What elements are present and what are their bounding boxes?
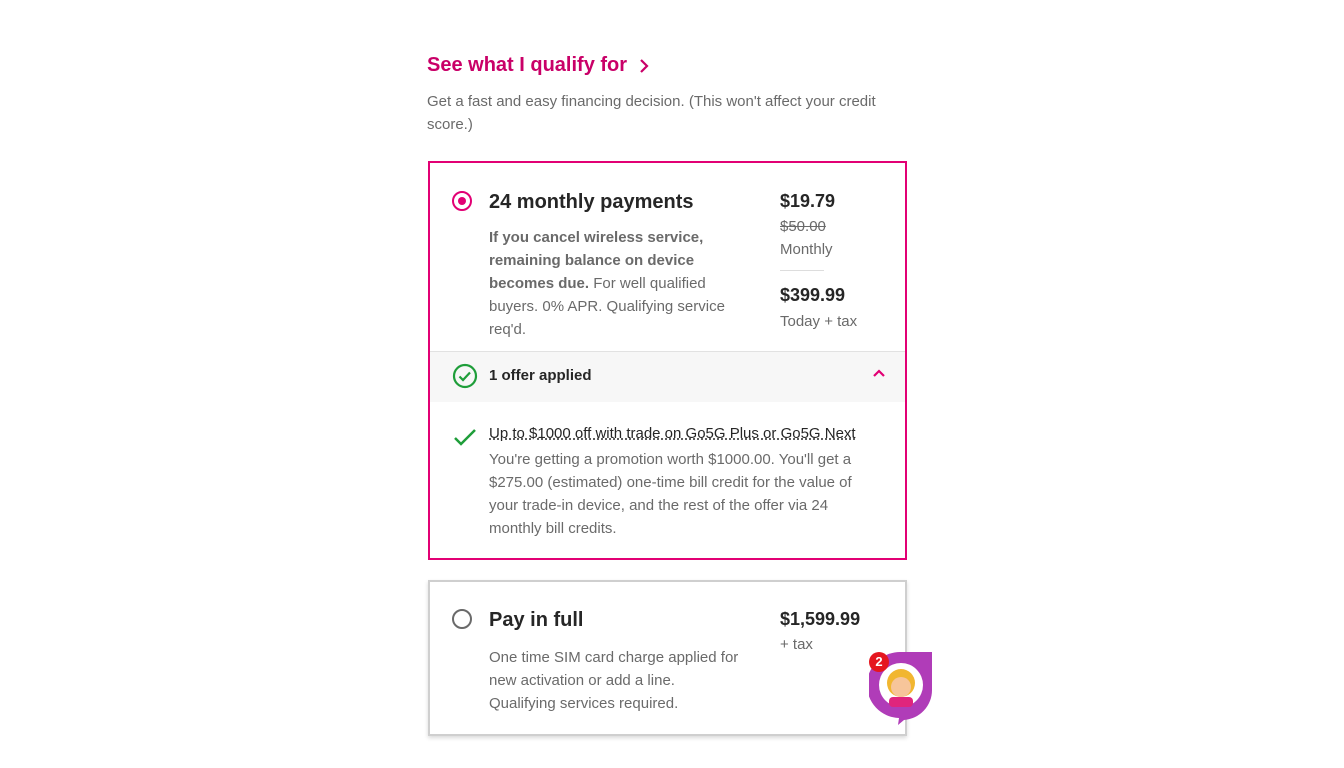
option-description: One time SIM card charge applied for new… — [489, 649, 739, 712]
desc-bold: If you cancel wireless service, remainin… — [489, 229, 704, 292]
full-price: $1,599.99 — [780, 609, 861, 629]
offers-toggle[interactable]: 1 offer applied — [430, 351, 905, 402]
option-pay-in-full[interactable]: Pay in full One time SIM card charge app… — [428, 580, 907, 736]
offers-summary: 1 offer applied — [489, 367, 592, 384]
option-24-monthly[interactable]: 24 monthly payments If you cancel wirele… — [428, 161, 907, 560]
radio-selected[interactable] — [452, 191, 472, 211]
price-label: + tax — [780, 636, 813, 653]
chat-widget-button[interactable]: 2 — [866, 651, 933, 725]
option-title: Pay in full — [489, 609, 584, 631]
financing-subtitle: Get a fast and easy financing decision. … — [427, 93, 876, 133]
desc-text: For well qualified buyers. 0% APR. Quali… — [489, 275, 725, 338]
check-icon — [454, 429, 476, 446]
original-price: $50.00 — [780, 218, 826, 235]
see-what-i-qualify-link[interactable]: See what I qualify for — [427, 54, 649, 77]
option-description: If you cancel wireless service, remainin… — [489, 226, 739, 341]
option-title: 24 monthly payments — [489, 191, 694, 213]
monthly-label: Monthly — [780, 241, 833, 258]
chevron-right-icon — [640, 58, 649, 73]
monthly-price: $19.79 — [780, 191, 836, 211]
chat-badge: 2 — [869, 652, 889, 672]
offer-description: You're getting a promotion worth $1000.0… — [489, 451, 852, 537]
today-price: $399.99 — [780, 285, 846, 305]
qualify-link-label: See what I qualify for — [427, 54, 628, 76]
radio-unselected[interactable] — [452, 609, 472, 629]
divider — [780, 270, 824, 271]
today-label: Today + tax — [780, 313, 858, 330]
check-circle-icon — [452, 363, 478, 389]
offer-link[interactable]: Up to $1000 off with trade on Go5G Plus … — [489, 425, 856, 442]
chat-avatar-icon — [866, 651, 933, 725]
chevron-up-icon[interactable] — [872, 368, 886, 378]
